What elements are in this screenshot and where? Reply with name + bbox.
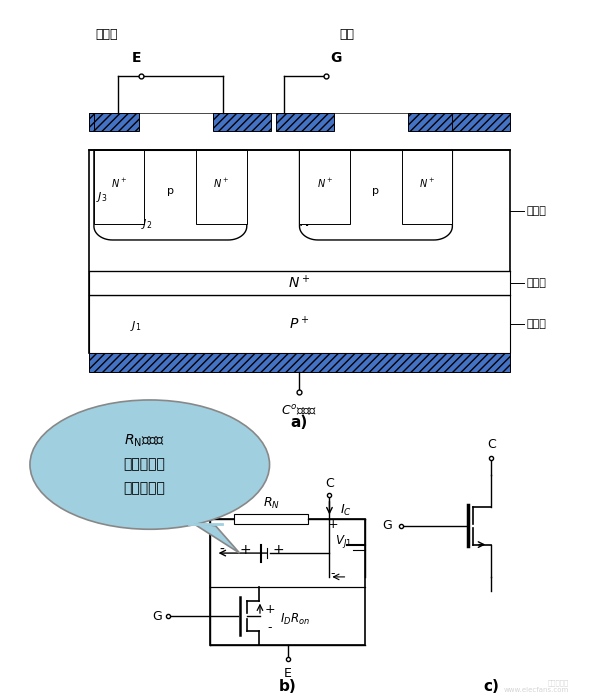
Text: E: E <box>131 51 141 65</box>
Text: $N^+$: $N^+$ <box>419 177 435 190</box>
Bar <box>234 514 308 524</box>
Text: $I_C$: $I_C$ <box>340 503 352 518</box>
Polygon shape <box>192 523 240 553</box>
Text: C: C <box>325 477 334 490</box>
Text: p: p <box>373 187 379 196</box>
Text: $N^+$: $N^+$ <box>111 177 127 190</box>
Text: E: E <box>283 667 292 680</box>
Text: $C^o$集电极: $C^o$集电极 <box>282 404 317 418</box>
Text: +: + <box>264 603 275 616</box>
Bar <box>300 150 350 224</box>
Text: 管基区内的: 管基区内的 <box>123 457 165 472</box>
Text: $N^-$: $N^-$ <box>299 216 321 230</box>
Bar <box>276 113 334 131</box>
Bar <box>210 519 365 645</box>
Text: G: G <box>331 51 342 65</box>
Text: $R_N$: $R_N$ <box>262 496 280 511</box>
Text: G: G <box>152 610 162 622</box>
Bar <box>452 113 510 131</box>
Polygon shape <box>300 150 452 240</box>
Ellipse shape <box>30 400 270 529</box>
Text: +: + <box>273 543 285 557</box>
Text: -: - <box>330 567 335 580</box>
Text: $N^+$: $N^+$ <box>213 177 229 190</box>
Text: 注入区: 注入区 <box>526 319 546 329</box>
Bar <box>94 150 144 224</box>
Text: $R_\mathrm{N}$为晶体: $R_\mathrm{N}$为晶体 <box>123 433 164 449</box>
Text: G: G <box>383 519 392 532</box>
Text: $N^+$: $N^+$ <box>288 274 311 292</box>
Text: c): c) <box>483 679 499 695</box>
Text: +: + <box>240 543 252 557</box>
Bar <box>196 150 247 224</box>
Text: p: p <box>167 187 174 196</box>
Text: $J_1$: $J_1$ <box>131 319 142 333</box>
Text: $J_3$: $J_3$ <box>96 190 107 204</box>
Text: -: - <box>267 622 272 635</box>
Bar <box>89 353 510 372</box>
Text: $J_2$: $J_2$ <box>141 217 152 231</box>
Bar <box>94 113 139 131</box>
Bar <box>89 113 94 131</box>
Text: C: C <box>487 438 495 451</box>
Text: $V_{J1}$: $V_{J1}$ <box>335 532 352 550</box>
Polygon shape <box>94 150 247 240</box>
Text: $N^+$: $N^+$ <box>317 177 333 190</box>
Text: 发射极: 发射极 <box>96 29 119 41</box>
Text: 漂移区: 漂移区 <box>526 206 546 216</box>
Text: 调制电阻。: 调制电阻。 <box>123 482 165 496</box>
Bar <box>89 150 510 353</box>
Text: $I_D R_{on}$: $I_D R_{on}$ <box>280 612 310 627</box>
Text: $P^+$: $P^+$ <box>289 315 310 333</box>
Text: $I_D$: $I_D$ <box>165 500 177 516</box>
Text: +: + <box>327 518 338 530</box>
Bar <box>213 113 271 131</box>
Text: 缓冲区: 缓冲区 <box>526 278 546 288</box>
Text: a): a) <box>291 416 308 430</box>
Bar <box>89 294 510 353</box>
Bar <box>407 113 452 131</box>
Text: 栅极: 栅极 <box>340 29 355 41</box>
Bar <box>402 150 452 224</box>
Text: b): b) <box>279 679 297 695</box>
Text: 电子发烧友
www.elecfans.com: 电子发烧友 www.elecfans.com <box>504 679 569 693</box>
Text: -: - <box>219 543 224 557</box>
Bar <box>89 271 510 294</box>
